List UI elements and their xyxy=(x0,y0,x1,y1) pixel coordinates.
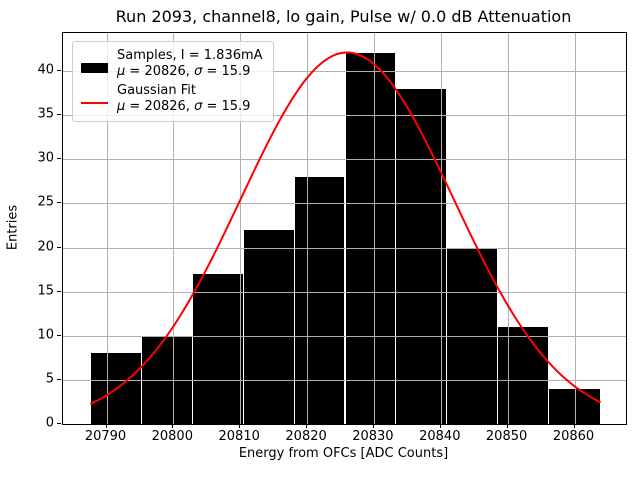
y-tick-label: 25 xyxy=(37,194,54,210)
x-gridline xyxy=(507,33,509,424)
y-tick-label: 5 xyxy=(45,371,54,387)
x-tick-label: 20820 xyxy=(285,429,327,444)
y-tick-mark xyxy=(57,423,61,424)
y-tick-label: 30 xyxy=(37,150,54,166)
y-tick-label: 40 xyxy=(37,62,54,78)
histogram-bar xyxy=(396,88,447,424)
y-axis-label: Entries xyxy=(5,204,21,251)
y-tick-mark xyxy=(57,290,61,292)
histogram-bar xyxy=(192,274,243,424)
y-tick-mark xyxy=(57,158,61,160)
x-tick-label: 20800 xyxy=(151,429,193,444)
samples-swatch-icon xyxy=(81,63,108,73)
y-tick-mark xyxy=(57,202,61,204)
x-gridline xyxy=(574,33,576,424)
histogram-bar xyxy=(498,326,549,424)
x-tick-label: 20790 xyxy=(84,429,127,444)
y-tick-mark xyxy=(57,246,61,248)
x-tick-mark xyxy=(573,424,575,428)
legend-entry-gaussian-fit: Gaussian Fit μ = 20826, σ = 15.9 xyxy=(81,83,263,115)
y-gridline xyxy=(63,379,626,381)
x-tick-label: 20830 xyxy=(352,429,394,444)
legend-samples-text: Samples, I = 1.836mA μ = 20826, σ = 15.9 xyxy=(117,48,263,80)
x-tick-mark xyxy=(306,424,308,428)
histogram-bar xyxy=(91,353,141,424)
legend-fit-stats: μ = 20826, σ = 15.9 xyxy=(117,99,251,114)
legend-fit-label: Gaussian Fit xyxy=(117,83,197,98)
x-tick-mark xyxy=(239,424,241,428)
y-gridline xyxy=(63,335,626,337)
y-gridline xyxy=(63,159,626,161)
legend-samples-stats: μ = 20826, σ = 15.9 xyxy=(117,64,251,79)
x-tick-label: 20850 xyxy=(485,429,528,444)
y-gridline xyxy=(63,203,626,205)
histogram-bar xyxy=(243,229,294,424)
plot-area: Samples, I = 1.836mA μ = 20826, σ = 15.9… xyxy=(62,32,627,425)
histogram-bar xyxy=(345,53,396,424)
legend-fit-text: Gaussian Fit μ = 20826, σ = 15.9 xyxy=(117,83,250,115)
y-tick-label: 0 xyxy=(45,415,54,431)
x-tick-label: 20810 xyxy=(218,429,260,444)
x-gridline xyxy=(307,33,309,424)
x-gridline xyxy=(440,33,442,424)
x-tick-label: 20840 xyxy=(419,429,461,444)
x-axis-label: Energy from OFCs [ADC Counts] xyxy=(238,446,449,461)
y-gridline xyxy=(63,247,626,249)
y-tick-mark xyxy=(57,378,61,380)
y-tick-label: 35 xyxy=(37,106,54,122)
y-tick-mark xyxy=(57,334,61,336)
y-tick-label: 20 xyxy=(37,239,54,254)
y-tick-label: 10 xyxy=(37,327,54,343)
fit-line-swatch-icon xyxy=(81,102,108,104)
y-tick-mark xyxy=(57,114,61,116)
y-tick-label: 15 xyxy=(37,283,54,299)
legend-entry-samples: Samples, I = 1.836mA μ = 20826, σ = 15.9 xyxy=(81,48,263,80)
x-tick-mark xyxy=(506,424,508,428)
legend: Samples, I = 1.836mA μ = 20826, σ = 15.9… xyxy=(72,41,274,122)
x-tick-mark xyxy=(439,424,441,428)
chart-title: Run 2093, channel8, lo gain, Pulse w/ 0.… xyxy=(115,7,572,26)
y-gridline xyxy=(63,291,626,293)
x-tick-mark xyxy=(372,424,374,428)
histogram-bar xyxy=(294,176,345,424)
y-tick-mark xyxy=(57,70,61,71)
x-tick-label: 20860 xyxy=(552,429,595,444)
x-gridline xyxy=(373,33,375,424)
x-tick-mark xyxy=(105,424,107,428)
legend-samples-label: Samples, I = 1.836mA xyxy=(117,48,263,63)
x-tick-mark xyxy=(172,424,174,428)
